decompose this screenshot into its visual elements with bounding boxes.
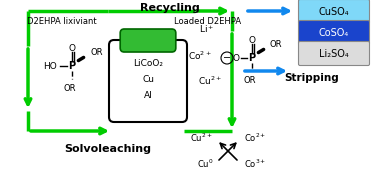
Text: Cu: Cu xyxy=(142,75,154,84)
Text: Solvoleaching: Solvoleaching xyxy=(65,144,152,154)
Text: Recycling: Recycling xyxy=(140,3,200,13)
Text: OR: OR xyxy=(90,47,102,57)
Text: OR: OR xyxy=(270,39,282,49)
FancyBboxPatch shape xyxy=(299,20,370,44)
Text: Cu$^{2+}$: Cu$^{2+}$ xyxy=(190,132,212,144)
FancyBboxPatch shape xyxy=(109,40,187,122)
Text: HO: HO xyxy=(43,62,57,70)
Text: OR: OR xyxy=(244,76,256,85)
Text: Al: Al xyxy=(144,91,152,100)
Text: O: O xyxy=(232,54,240,62)
Text: CuSO₄: CuSO₄ xyxy=(319,7,349,17)
Text: O: O xyxy=(68,44,76,52)
Text: Co$^{3+}$: Co$^{3+}$ xyxy=(244,158,266,170)
Text: Cu$^{2+}$: Cu$^{2+}$ xyxy=(198,75,222,87)
Text: D2EHPA lixiviant: D2EHPA lixiviant xyxy=(27,17,97,26)
Text: P: P xyxy=(248,53,256,63)
Text: Li$^+$: Li$^+$ xyxy=(199,23,215,35)
Text: O: O xyxy=(248,36,256,44)
Text: Co$^{2+}$: Co$^{2+}$ xyxy=(244,132,266,144)
Text: −: − xyxy=(223,53,231,63)
Text: Stripping: Stripping xyxy=(285,73,339,83)
Text: Cu$^0$: Cu$^0$ xyxy=(197,158,213,170)
Text: Li₂SO₄: Li₂SO₄ xyxy=(319,49,349,59)
Text: H₂SO₄: H₂SO₄ xyxy=(336,51,364,61)
Text: OR: OR xyxy=(64,84,76,93)
Text: Loaded D2EHPA: Loaded D2EHPA xyxy=(174,17,242,26)
FancyBboxPatch shape xyxy=(299,0,370,23)
Text: CoSO₄: CoSO₄ xyxy=(319,28,349,38)
Text: P: P xyxy=(68,61,76,71)
Text: Co$^{2+}$: Co$^{2+}$ xyxy=(188,50,212,62)
FancyBboxPatch shape xyxy=(120,29,176,52)
Text: LiCoO₂: LiCoO₂ xyxy=(133,59,163,68)
FancyBboxPatch shape xyxy=(299,41,370,65)
